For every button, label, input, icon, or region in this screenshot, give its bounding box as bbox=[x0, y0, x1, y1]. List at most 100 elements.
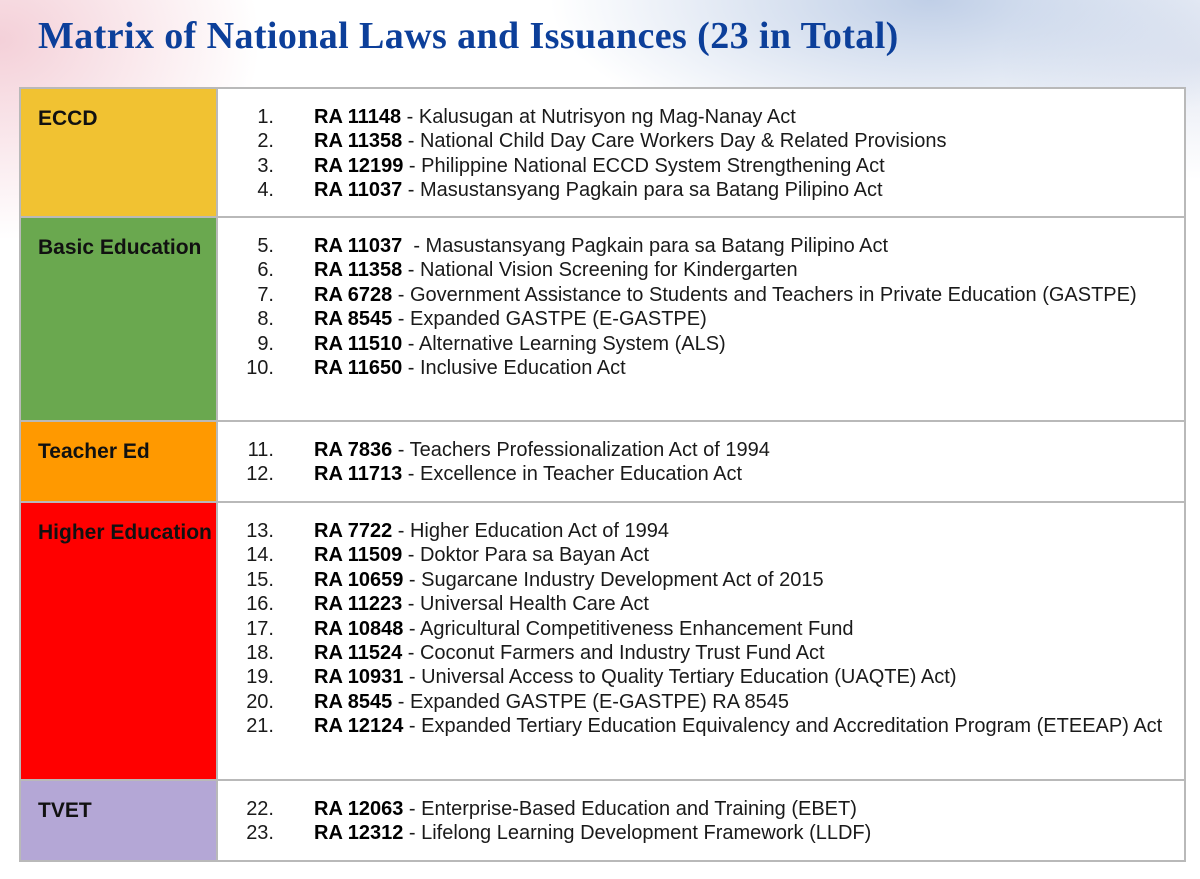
law-entry: RA 8545 - Expanded GASTPE (E-GASTPE) RA … bbox=[314, 690, 1164, 714]
law-entry: RA 12124 - Expanded Tertiary Education E… bbox=[314, 714, 1164, 738]
law-code: RA 12199 bbox=[314, 154, 404, 177]
item-number: 19. bbox=[246, 666, 274, 689]
law-list-item: 23. RA 12312 - Lifelong Learning Developm… bbox=[218, 821, 1164, 845]
law-entry: RA 11358 - National Vision Screening for… bbox=[314, 258, 1164, 282]
category-row: ECCD 1. RA 11148 - Kalusugan at Nutrisyon … bbox=[19, 87, 1186, 218]
item-number: 22. bbox=[246, 798, 274, 820]
law-list-item: 9. RA 11510 - Alternative Learning System… bbox=[218, 332, 1164, 356]
law-code: RA 10659 bbox=[314, 568, 404, 591]
law-code: RA 7722 bbox=[314, 520, 393, 542]
law-entry: RA 11148 - Kalusugan at Nutrisyon ng Mag… bbox=[314, 105, 1164, 129]
law-entry: RA 11509 - Doktor Para sa Bayan Act bbox=[314, 543, 1164, 567]
item-number: 1. bbox=[257, 106, 274, 128]
law-entry: RA 12312 - Lifelong Learning Development… bbox=[314, 821, 1164, 845]
law-code: RA 10848 bbox=[314, 617, 404, 640]
law-entry: RA 7836 - Teachers Professionalization A… bbox=[314, 438, 1164, 462]
law-entry: RA 11650 - Inclusive Education Act bbox=[314, 356, 1164, 380]
law-title: - Kalusugan at Nutrisyon ng Mag-Nanay Ac… bbox=[401, 106, 796, 128]
item-number: 2. bbox=[257, 130, 274, 153]
law-code: RA 6728 bbox=[314, 283, 393, 306]
item-number: 17. bbox=[246, 617, 274, 640]
law-code: RA 11650 bbox=[314, 357, 403, 380]
law-entry: RA 11223 - Universal Health Care Act bbox=[314, 592, 1164, 616]
law-list: 13. RA 7722 - Higher Education Act of 199… bbox=[216, 501, 1186, 781]
law-entry: RA 12199 - Philippine National ECCD Syst… bbox=[314, 154, 1164, 178]
law-list-item: 13. RA 7722 - Higher Education Act of 199… bbox=[218, 519, 1164, 543]
law-list-item: 18. RA 11524 - Coconut Farmers and Indust… bbox=[218, 641, 1164, 665]
law-list-item: 20. RA 8545 - Expanded GASTPE (E-GASTPE) … bbox=[218, 690, 1164, 714]
law-entry: RA 7722 - Higher Education Act of 1994 bbox=[314, 519, 1164, 543]
law-list-item: 5. RA 11037 - Masustansyang Pagkain para … bbox=[218, 234, 1164, 258]
law-list-item: 22. RA 12063 - Enterprise-Based Education… bbox=[218, 797, 1164, 821]
law-list-item: 21. RA 12124 - Expanded Tertiary Educatio… bbox=[218, 714, 1164, 738]
law-title: - National Vision Screening for Kinderga… bbox=[402, 259, 798, 282]
item-number: 6. bbox=[257, 259, 274, 282]
item-number: 9. bbox=[257, 332, 274, 355]
category-label: Teacher Ed bbox=[19, 420, 218, 503]
law-list-item: 19. RA 10931 - Universal Access to Qualit… bbox=[218, 665, 1164, 689]
item-number: 13. bbox=[246, 520, 274, 542]
item-number: 7. bbox=[257, 283, 274, 306]
laws-matrix-table: ECCD 1. RA 11148 - Kalusugan at Nutrisyon … bbox=[19, 87, 1186, 862]
law-code: RA 8545 bbox=[314, 690, 393, 713]
law-code: RA 11509 bbox=[314, 544, 403, 567]
item-number: 10. bbox=[246, 357, 274, 380]
law-title: - Masustansyang Pagkain para sa Batang P… bbox=[402, 179, 883, 202]
law-list: 5. RA 11037 - Masustansyang Pagkain para … bbox=[216, 216, 1186, 422]
law-list-item: 10. RA 11650 - Inclusive Education Act bbox=[218, 356, 1164, 380]
law-title: - Universal Access to Quality Tertiary E… bbox=[403, 666, 957, 689]
law-code: RA 11524 bbox=[314, 642, 403, 665]
item-number: 11. bbox=[247, 439, 274, 461]
law-list-item: 17. RA 10848 - Agricultural Competitivene… bbox=[218, 617, 1164, 641]
law-entry: RA 10931 - Universal Access to Quality T… bbox=[314, 665, 1164, 689]
category-label: ECCD bbox=[19, 87, 218, 218]
law-title: - Enterprise-Based Education and Trainin… bbox=[403, 798, 857, 820]
law-code: RA 12124 bbox=[314, 715, 404, 738]
law-title: - Higher Education Act of 1994 bbox=[392, 520, 670, 542]
item-number: 16. bbox=[246, 593, 274, 616]
law-list-item: 3. RA 12199 - Philippine National ECCD Sy… bbox=[218, 154, 1164, 178]
law-code: RA 11510 bbox=[314, 332, 403, 355]
law-title: - National Child Day Care Workers Day & … bbox=[402, 130, 947, 153]
law-title: - Teachers Professionalization Act of 19… bbox=[392, 439, 770, 461]
law-entry: RA 11358 - National Child Day Care Worke… bbox=[314, 129, 1164, 153]
category-row: TVET 22. RA 12063 - Enterprise-Based Educa… bbox=[19, 779, 1186, 862]
law-title: - Government Assistance to Students and … bbox=[392, 283, 1137, 306]
item-number: 15. bbox=[246, 568, 274, 591]
law-entry: RA 10659 - Sugarcane Industry Developmen… bbox=[314, 568, 1164, 592]
item-number: 21. bbox=[246, 715, 274, 738]
law-title: - Expanded GASTPE (E-GASTPE) bbox=[392, 308, 707, 331]
law-entry: RA 10848 - Agricultural Competitiveness … bbox=[314, 617, 1164, 641]
law-list-item: 8. RA 8545 - Expanded GASTPE (E-GASTPE) bbox=[218, 307, 1164, 331]
law-title: - Masustansyang Pagkain para sa Batang P… bbox=[402, 235, 889, 257]
item-number: 3. bbox=[257, 154, 274, 177]
law-list: 1. RA 11148 - Kalusugan at Nutrisyon ng M… bbox=[216, 87, 1186, 218]
law-entry: RA 11524 - Coconut Farmers and Industry … bbox=[314, 641, 1164, 665]
law-list-item: 1. RA 11148 - Kalusugan at Nutrisyon ng M… bbox=[218, 105, 1164, 129]
item-number: 14. bbox=[246, 544, 274, 567]
law-entry: RA 11037 - Masustansyang Pagkain para sa… bbox=[314, 234, 1164, 258]
item-number: 12. bbox=[246, 463, 274, 486]
law-title: - Excellence in Teacher Education Act bbox=[402, 463, 743, 486]
law-code: RA 7836 bbox=[314, 439, 393, 461]
law-title: - Agricultural Competitiveness Enhanceme… bbox=[403, 617, 854, 640]
category-label: Basic Education bbox=[19, 216, 218, 422]
law-list: 11. RA 7836 - Teachers Professionalizatio… bbox=[216, 420, 1186, 503]
item-number: 5. bbox=[257, 235, 274, 257]
law-code: RA 11358 bbox=[314, 130, 403, 153]
law-title: - Lifelong Learning Development Framewor… bbox=[403, 822, 872, 845]
law-code: RA 11223 bbox=[314, 593, 403, 616]
law-list-item: 2. RA 11358 - National Child Day Care Wor… bbox=[218, 129, 1164, 153]
law-title: - Universal Health Care Act bbox=[402, 593, 649, 616]
law-list: 22. RA 12063 - Enterprise-Based Education… bbox=[216, 779, 1186, 862]
law-code: RA 11148 bbox=[314, 106, 402, 128]
law-entry: RA 11713 - Excellence in Teacher Educati… bbox=[314, 462, 1164, 486]
law-list-item: 12. RA 11713 - Excellence in Teacher Educ… bbox=[218, 462, 1164, 486]
item-number: 4. bbox=[257, 179, 274, 202]
item-number: 20. bbox=[246, 690, 274, 713]
law-entry: RA 11037 - Masustansyang Pagkain para sa… bbox=[314, 178, 1164, 202]
law-title: - Coconut Farmers and Industry Trust Fun… bbox=[402, 642, 825, 665]
law-list-item: 15. RA 10659 - Sugarcane Industry Develop… bbox=[218, 568, 1164, 592]
law-title: - Expanded GASTPE (E-GASTPE) RA 8545 bbox=[392, 690, 790, 713]
law-code: RA 12312 bbox=[314, 822, 404, 845]
